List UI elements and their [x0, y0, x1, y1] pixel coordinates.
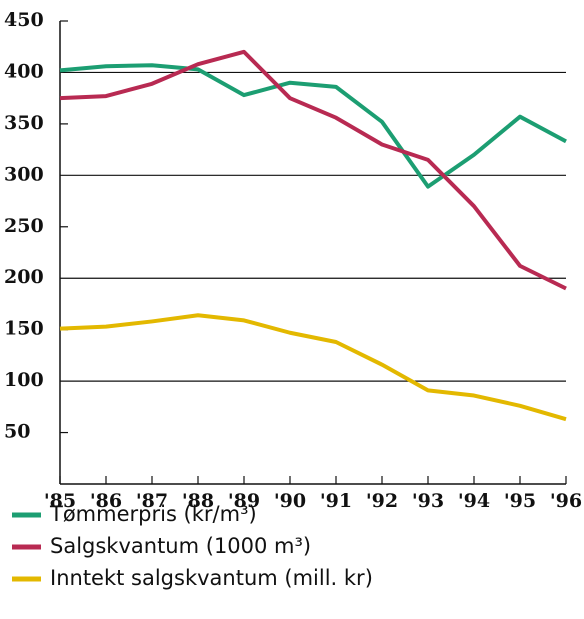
x-tick-label: '88 — [182, 490, 214, 512]
x-tick-label: '87 — [136, 490, 168, 512]
legend-label: Tømmerpris (kr/m³) — [49, 502, 257, 526]
series-line — [59, 49, 567, 291]
y-tick-label: 100 — [4, 369, 44, 391]
x-tick-label: '96 — [550, 490, 582, 512]
legend-label: Inntekt salgskvantum (mill. kr) — [50, 566, 373, 590]
x-tick-label: '93 — [412, 490, 444, 512]
x-tick-label: '90 — [274, 490, 306, 512]
x-tick-label: '94 — [458, 490, 490, 512]
x-tick-label: '85 — [44, 490, 76, 512]
series-line — [59, 63, 567, 189]
y-tick-label: 400 — [4, 60, 44, 82]
x-tick-label: '86 — [90, 490, 122, 512]
legend-label: Salgskvantum (1000 m³) — [50, 534, 311, 558]
x-tick-label: '89 — [228, 490, 260, 512]
x-tick-label: '95 — [504, 490, 536, 512]
y-tick-label: 50 — [4, 421, 30, 443]
y-tick-label: 200 — [4, 266, 44, 288]
x-tick-label: '91 — [320, 490, 352, 512]
y-tick-label: 300 — [4, 163, 44, 185]
y-tick-label: 150 — [4, 318, 44, 340]
y-tick-label: 450 — [4, 9, 44, 31]
y-tick-label: 250 — [4, 215, 44, 237]
x-tick-label: '92 — [366, 490, 398, 512]
series-line — [59, 313, 567, 422]
y-tick-label: 350 — [4, 112, 44, 134]
